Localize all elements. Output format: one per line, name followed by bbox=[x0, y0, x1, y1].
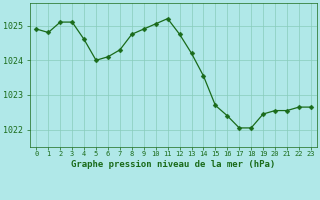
X-axis label: Graphe pression niveau de la mer (hPa): Graphe pression niveau de la mer (hPa) bbox=[71, 160, 276, 169]
